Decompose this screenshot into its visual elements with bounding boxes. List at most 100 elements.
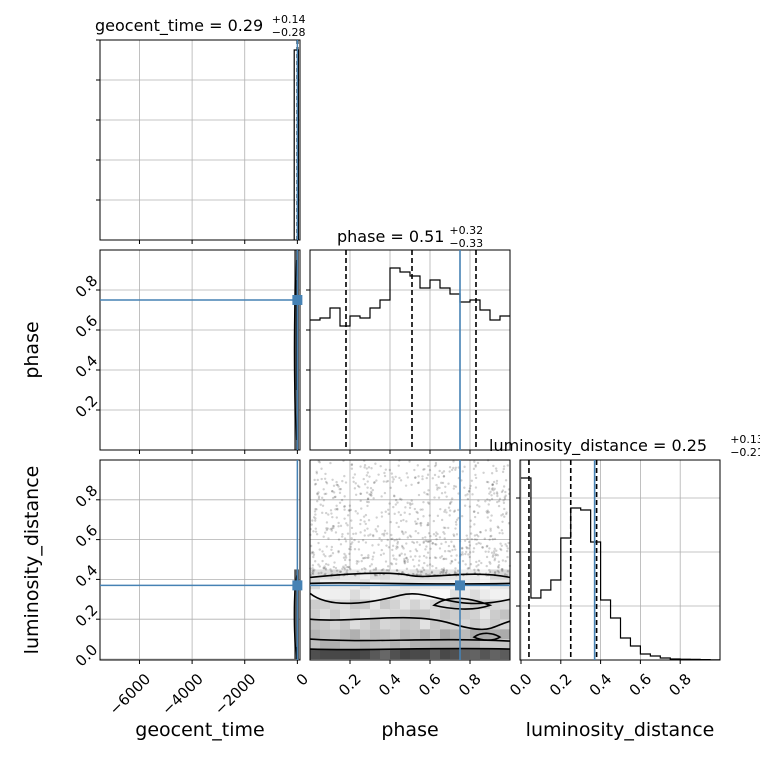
scatter-point bbox=[504, 543, 507, 546]
scatter-point bbox=[383, 471, 386, 475]
density-cell bbox=[370, 609, 380, 620]
scatter-point bbox=[475, 538, 479, 541]
scatter-point bbox=[497, 504, 501, 508]
scatter-point bbox=[455, 518, 459, 521]
panel-luminosity-distance-vs-geocent-time: −6000 −4000 −2000 0 0.0 0.2 0.4 0.6 0.8 bbox=[72, 459, 312, 719]
density-cell bbox=[420, 619, 430, 630]
scatter-point bbox=[469, 532, 473, 535]
scatter-point bbox=[360, 507, 363, 510]
scatter-point bbox=[481, 546, 484, 549]
scatter-point bbox=[316, 493, 319, 496]
scatter-point bbox=[457, 516, 460, 520]
scatter-point bbox=[419, 522, 422, 525]
scatter-point bbox=[317, 572, 320, 575]
scatter-point bbox=[477, 499, 480, 502]
scatter-point bbox=[453, 509, 457, 512]
scatter-point bbox=[434, 556, 438, 560]
scatter-point bbox=[403, 557, 406, 561]
scatter-point bbox=[419, 524, 423, 527]
density-cell bbox=[330, 629, 340, 640]
scatter-point bbox=[496, 492, 499, 496]
scatter-point bbox=[355, 560, 359, 563]
scatter-point bbox=[329, 527, 332, 531]
scatter-point bbox=[476, 461, 480, 465]
scatter-point bbox=[496, 500, 499, 504]
scatter-point bbox=[484, 529, 488, 532]
scatter-point bbox=[475, 542, 478, 546]
scatter-point bbox=[420, 570, 424, 573]
density-cell bbox=[380, 649, 390, 660]
density-cell bbox=[490, 639, 500, 650]
scatter-point bbox=[383, 474, 387, 478]
scatter-point bbox=[452, 487, 456, 490]
contour-line bbox=[309, 647, 511, 651]
scatter-point bbox=[320, 496, 324, 500]
scatter-point bbox=[363, 529, 367, 532]
scatter-point bbox=[414, 548, 418, 551]
scatter-point bbox=[502, 485, 506, 488]
scatter-point bbox=[502, 501, 506, 505]
scatter-point bbox=[374, 567, 378, 570]
scatter-point bbox=[374, 568, 377, 571]
density-cell bbox=[480, 589, 490, 600]
scatter-point bbox=[337, 551, 340, 554]
scatter-point bbox=[343, 508, 346, 511]
scatter-point bbox=[485, 545, 489, 548]
scatter-point bbox=[418, 543, 422, 547]
scatter-point bbox=[452, 533, 455, 536]
scatter-point bbox=[330, 490, 334, 493]
scatter-point bbox=[322, 567, 326, 570]
scatter-point bbox=[364, 567, 367, 571]
scatter-point bbox=[487, 550, 490, 553]
scatter-point bbox=[430, 571, 433, 575]
density-cell bbox=[480, 609, 490, 620]
scatter-point bbox=[371, 555, 375, 558]
scatter-point bbox=[438, 469, 441, 473]
density-cell bbox=[420, 629, 430, 640]
scatter-point bbox=[502, 465, 506, 468]
scatter-point bbox=[343, 558, 347, 562]
scatter-point bbox=[347, 509, 351, 512]
scatter-point bbox=[451, 548, 454, 552]
scatter-point bbox=[354, 532, 358, 535]
scatter-point bbox=[426, 473, 430, 476]
scatter-point bbox=[460, 547, 464, 550]
scatter-point bbox=[456, 569, 460, 573]
scatter-point bbox=[336, 507, 339, 511]
scatter-point bbox=[342, 556, 346, 559]
scatter-point bbox=[360, 559, 363, 563]
scatter-point bbox=[366, 504, 369, 508]
scatter-point bbox=[435, 483, 438, 487]
scatter-point bbox=[454, 548, 457, 551]
density-cell bbox=[330, 649, 340, 660]
scatter-point bbox=[493, 570, 497, 574]
scatter-point bbox=[501, 559, 505, 562]
scatter-point bbox=[497, 566, 500, 569]
scatter-point bbox=[489, 535, 492, 538]
density-cell bbox=[360, 619, 370, 630]
scatter-point bbox=[375, 479, 378, 482]
scatter-point bbox=[334, 531, 338, 534]
scatter-point bbox=[502, 499, 505, 502]
scatter-point bbox=[354, 510, 357, 513]
scatter-point bbox=[369, 486, 373, 490]
scatter-point bbox=[329, 509, 333, 512]
scatter-point bbox=[455, 533, 459, 536]
scatter-point bbox=[403, 559, 406, 563]
density-cell bbox=[400, 619, 410, 630]
scatter-point bbox=[324, 568, 328, 571]
scatter-point bbox=[490, 472, 494, 475]
scatter-point bbox=[488, 570, 492, 574]
scatter-point bbox=[470, 537, 474, 541]
scatter-point bbox=[475, 565, 478, 568]
scatter-point bbox=[427, 464, 430, 468]
scatter-point bbox=[486, 498, 489, 501]
scatter-point bbox=[390, 537, 393, 541]
scatter-point bbox=[395, 568, 399, 572]
density-cell bbox=[440, 629, 450, 640]
density-cell bbox=[320, 629, 330, 640]
density-cell bbox=[310, 589, 320, 600]
scatter-point bbox=[317, 460, 320, 463]
scatter-point bbox=[506, 464, 509, 467]
